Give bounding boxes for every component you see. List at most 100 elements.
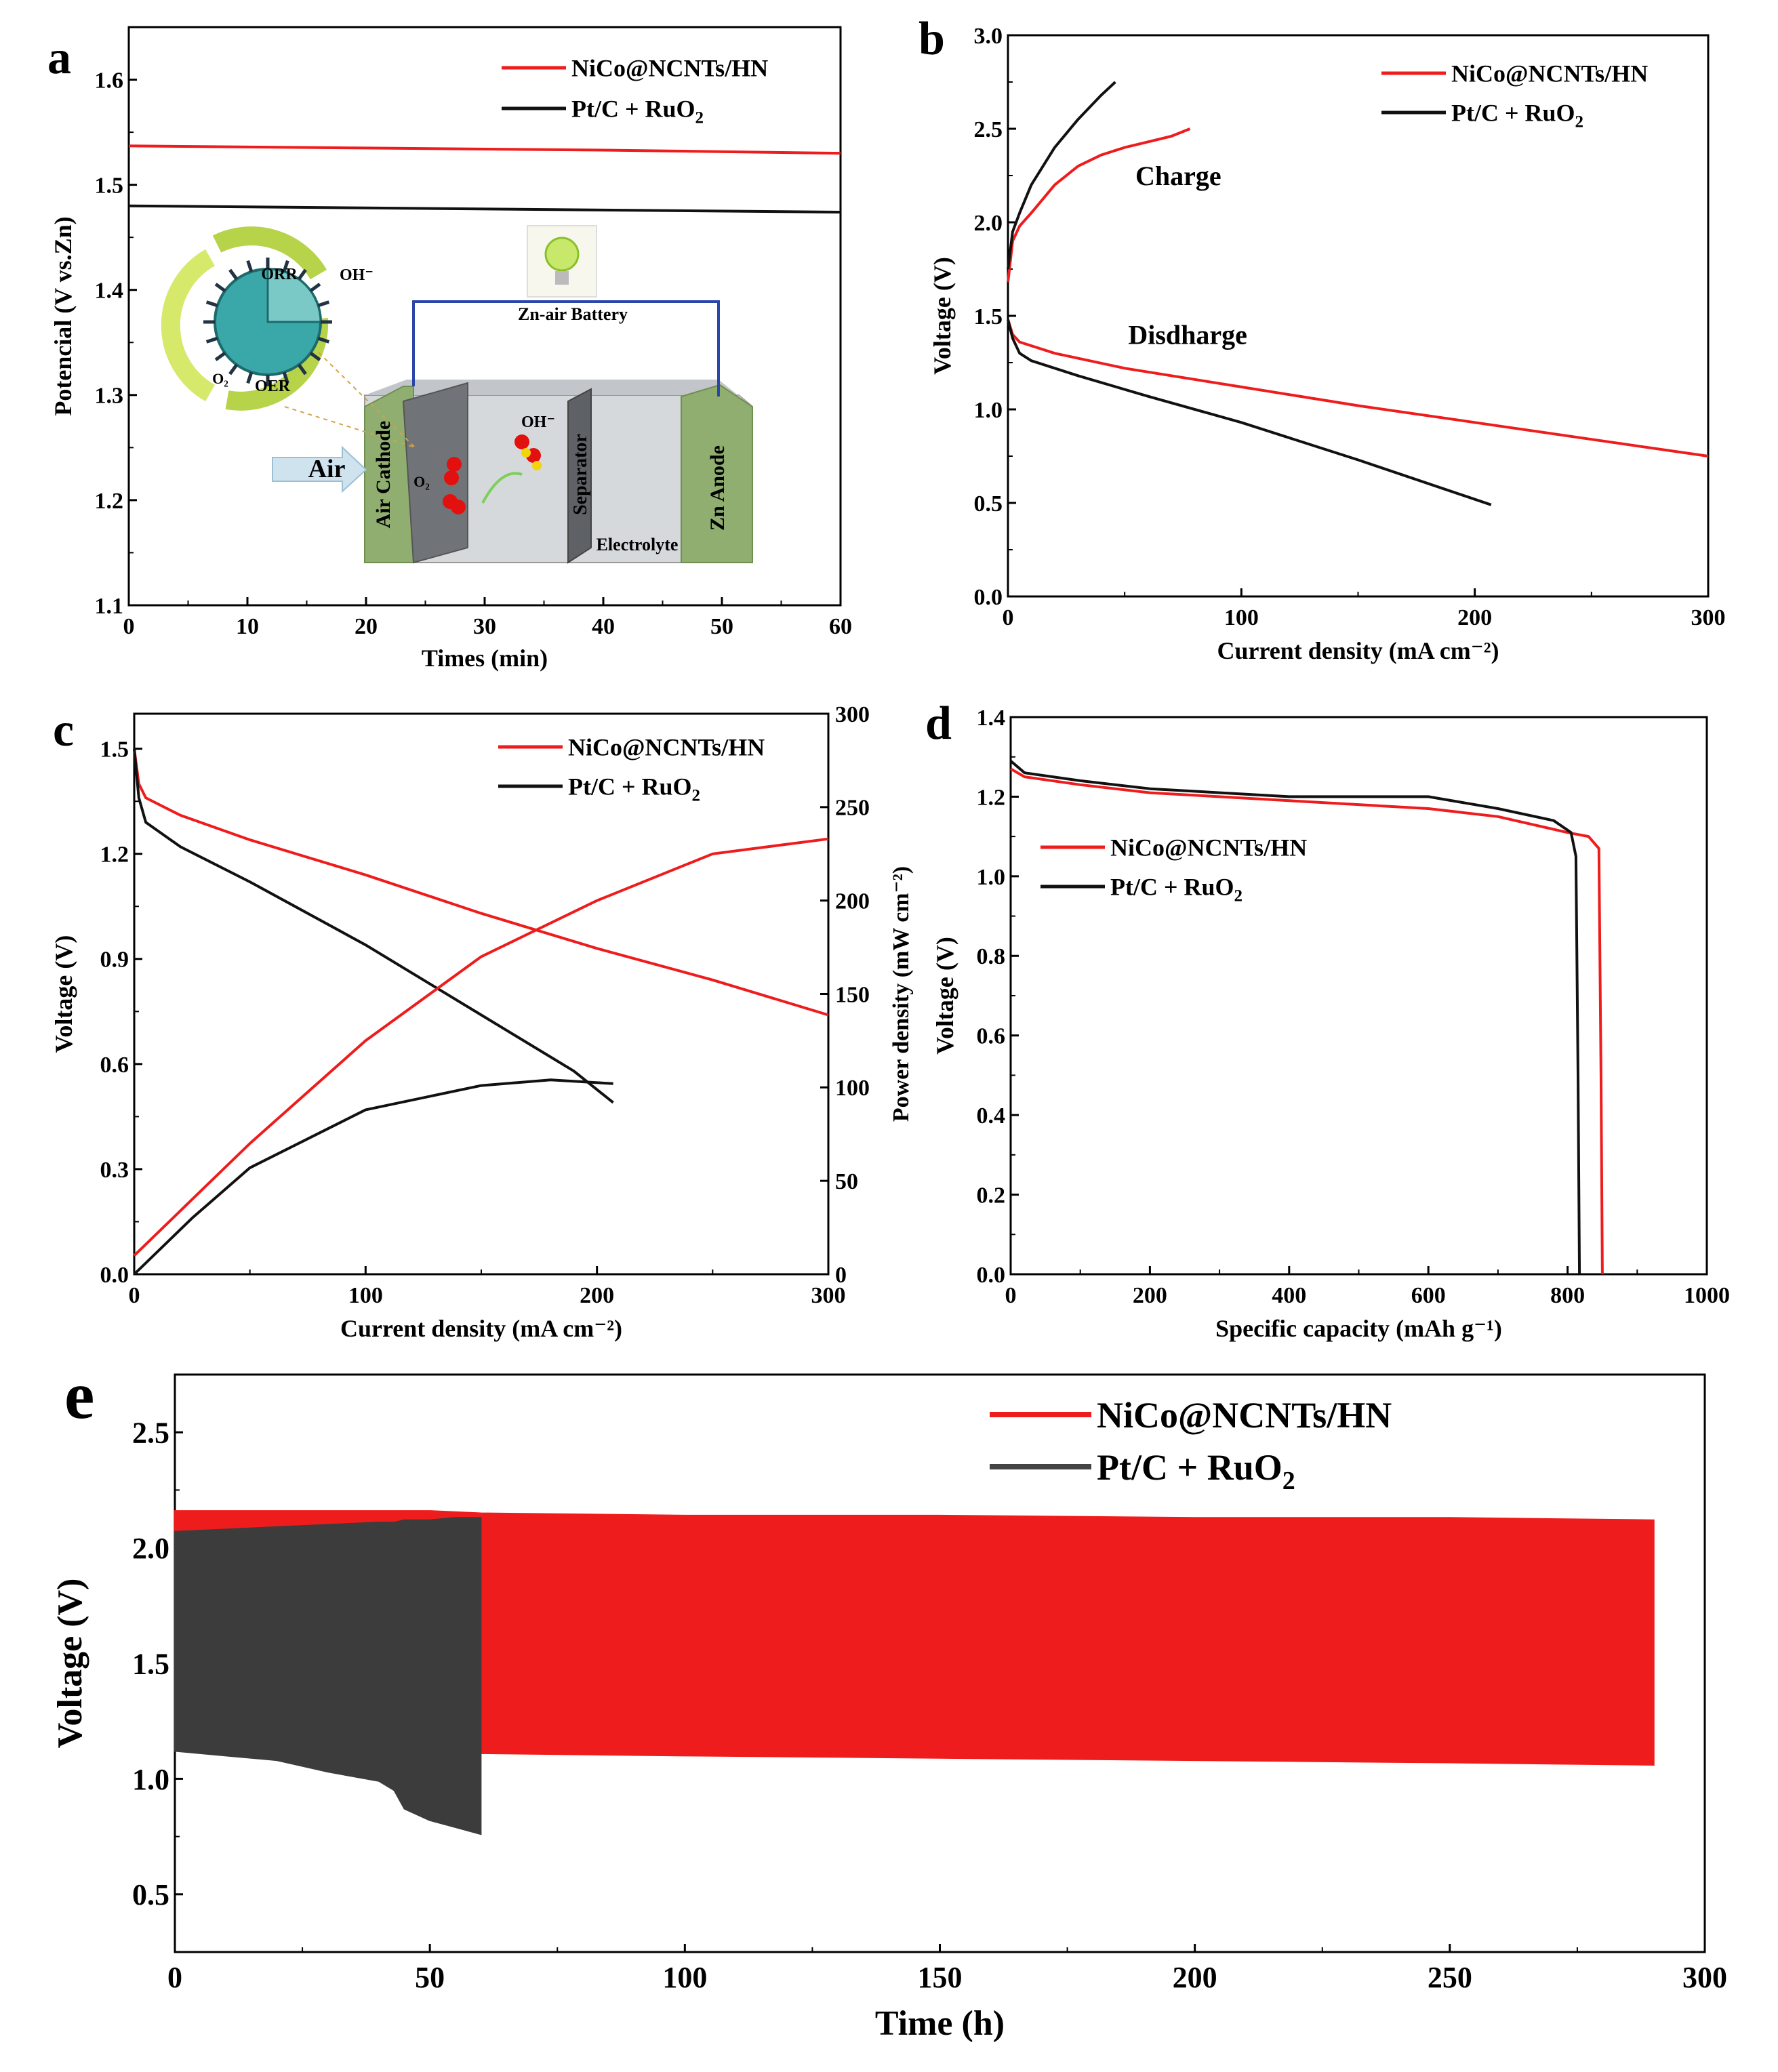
y-tick-label: 1.0 bbox=[132, 1763, 169, 1796]
legend-label: NiCo@NCNTs/HN bbox=[1097, 1395, 1392, 1436]
legend-label: Pt/C + RuO2 bbox=[1110, 874, 1242, 906]
y-axis-title: Voltage (V) bbox=[931, 937, 958, 1055]
panel-letter: b bbox=[918, 13, 945, 65]
legend-label: Pt/C + RuO2 bbox=[1451, 100, 1583, 131]
y-tick-label: 0.0 bbox=[977, 1263, 1006, 1288]
nanotube-spike bbox=[246, 260, 254, 272]
oxygen-atom-icon bbox=[444, 470, 459, 485]
x-axis-title: Times (min) bbox=[422, 645, 548, 672]
x-tick-label: 50 bbox=[415, 1961, 445, 1994]
inset-label-cathode: Air Cathode bbox=[372, 421, 395, 529]
nanotube-spike bbox=[228, 363, 239, 375]
x-tick-label: 40 bbox=[592, 614, 615, 639]
y2-tick-label: 100 bbox=[835, 1076, 870, 1101]
y-tick-label: 1.5 bbox=[100, 737, 129, 763]
x-tick-label: 60 bbox=[829, 614, 852, 639]
cycle-arrow-top-icon bbox=[212, 226, 327, 280]
panel-e: 0 50 100 150 200 250 300 0.5 1.0 1.5 2.0 2.5 Time (h… bbox=[51, 1358, 1727, 2043]
y2-tick-label: 300 bbox=[835, 702, 870, 727]
x-tick-label: 600 bbox=[1411, 1283, 1446, 1308]
y-tick-label: 1.2 bbox=[977, 785, 1006, 810]
y-tick-label: 0.5 bbox=[974, 491, 1003, 516]
series-line bbox=[1007, 319, 1492, 506]
panel-c: 0 100 200 300 0.0 0.3 0.6 0.9 1.2 1.5 0 50 100 150 200… bbox=[50, 702, 914, 1342]
nanotube-spike bbox=[282, 371, 289, 384]
y-tick-label: 0.3 bbox=[100, 1158, 129, 1183]
annotation-discharge: Disdharge bbox=[1128, 319, 1247, 350]
y-tick-label: 0.8 bbox=[977, 944, 1006, 969]
x-tick-label: 0 bbox=[167, 1961, 182, 1994]
x-tick-label: 200 bbox=[580, 1283, 614, 1308]
x-tick-label: 0 bbox=[129, 1283, 140, 1308]
y-tick-label: 0.6 bbox=[100, 1053, 129, 1078]
legend-label: NiCo@NCNTs/HN bbox=[571, 55, 768, 82]
x-axis-title: Time (h) bbox=[875, 2004, 1005, 2043]
y-axis-title: Voltage (V) bbox=[929, 257, 956, 375]
inset-label-battery: Zn-air Battery bbox=[518, 304, 628, 324]
sphere-cutaway-icon bbox=[266, 268, 322, 323]
x-tick-label: 50 bbox=[710, 614, 733, 639]
y-tick-label: 1.4 bbox=[95, 279, 124, 304]
x-tick-label: 200 bbox=[1133, 1283, 1167, 1308]
x-tick-label: 800 bbox=[1550, 1283, 1585, 1308]
panel-letter: e bbox=[64, 1358, 94, 1433]
x-tick-label: 1000 bbox=[1684, 1283, 1730, 1308]
series-line bbox=[1007, 319, 1709, 458]
y-tick-label: 1.5 bbox=[974, 304, 1003, 329]
zn-anode bbox=[681, 384, 753, 563]
zoom-connector bbox=[318, 352, 416, 448]
oxygen-atom-icon bbox=[451, 500, 466, 514]
x-axis-title: Specific capacity (mAh g⁻¹) bbox=[1215, 1315, 1502, 1342]
x-tick-label: 250 bbox=[1428, 1961, 1472, 1994]
y2-axis-title: Power density (mW cm⁻²) bbox=[889, 866, 914, 1122]
plot-frame bbox=[1007, 34, 1710, 598]
y-tick-label: 1.0 bbox=[977, 865, 1006, 890]
panel-letter: c bbox=[53, 704, 74, 756]
y2-tick-label: 200 bbox=[835, 889, 870, 914]
y-tick-label: 1.2 bbox=[100, 842, 129, 868]
circuit-wire bbox=[412, 300, 720, 397]
nanotube-spike bbox=[246, 371, 254, 384]
panel-a: 0 10 20 30 40 50 60 1.1 1.2 1.3 1.4 1.5 1.6 Times (mi… bbox=[47, 26, 852, 672]
x-tick-label: 200 bbox=[1173, 1961, 1217, 1994]
y-tick-label: 0.0 bbox=[100, 1263, 129, 1288]
y2-tick-label: 150 bbox=[835, 982, 870, 1007]
nanotube-spike bbox=[297, 363, 307, 375]
inset-label-separator: Separator bbox=[570, 434, 591, 515]
nanotube-spike bbox=[282, 260, 289, 272]
separator-plate bbox=[567, 388, 592, 564]
nanotube-spike bbox=[317, 300, 330, 308]
y-tick-label: 1.1 bbox=[95, 594, 124, 619]
y-tick-label: 0.0 bbox=[974, 585, 1003, 610]
x-axis-title: Current density (mA cm⁻²) bbox=[1217, 637, 1499, 664]
inset-label-o2_mid: O₂ bbox=[413, 473, 430, 490]
inset-label-anode: Zn Anode bbox=[706, 445, 729, 531]
x-tick-label: 0 bbox=[1005, 1283, 1017, 1308]
y-tick-label: 1.2 bbox=[95, 489, 124, 514]
y-axis-title: Voltage (V) bbox=[50, 935, 77, 1053]
y-axis-title: Voltage (V) bbox=[51, 1579, 89, 1749]
cycle-arrow-left-icon bbox=[161, 249, 216, 402]
x-tick-label: 20 bbox=[355, 614, 378, 639]
y2-tick-label: 250 bbox=[835, 796, 870, 821]
x-tick-label: 300 bbox=[811, 1283, 846, 1308]
nanotube-spike bbox=[317, 336, 330, 344]
series-line bbox=[1007, 127, 1191, 283]
y-tick-label: 2.5 bbox=[132, 1417, 169, 1450]
inset-label-oer: OER bbox=[255, 378, 291, 395]
x-tick-label: 0 bbox=[123, 614, 135, 639]
inset-label-electrolyte: Electrolyte bbox=[597, 535, 679, 554]
nanotube-spike bbox=[205, 336, 218, 344]
inset-label-oh_top: OH⁻ bbox=[340, 266, 373, 284]
panel-letter: d bbox=[925, 697, 952, 750]
series-line bbox=[1009, 760, 1581, 1275]
series-line bbox=[128, 144, 841, 155]
y-tick-label: 0.9 bbox=[100, 948, 129, 973]
y-tick-label: 1.5 bbox=[95, 174, 124, 199]
series-line bbox=[133, 837, 829, 1257]
zoom-connector bbox=[284, 406, 416, 448]
series-line bbox=[1007, 81, 1116, 270]
series-line bbox=[128, 204, 841, 214]
y-tick-label: 1.6 bbox=[95, 68, 124, 93]
